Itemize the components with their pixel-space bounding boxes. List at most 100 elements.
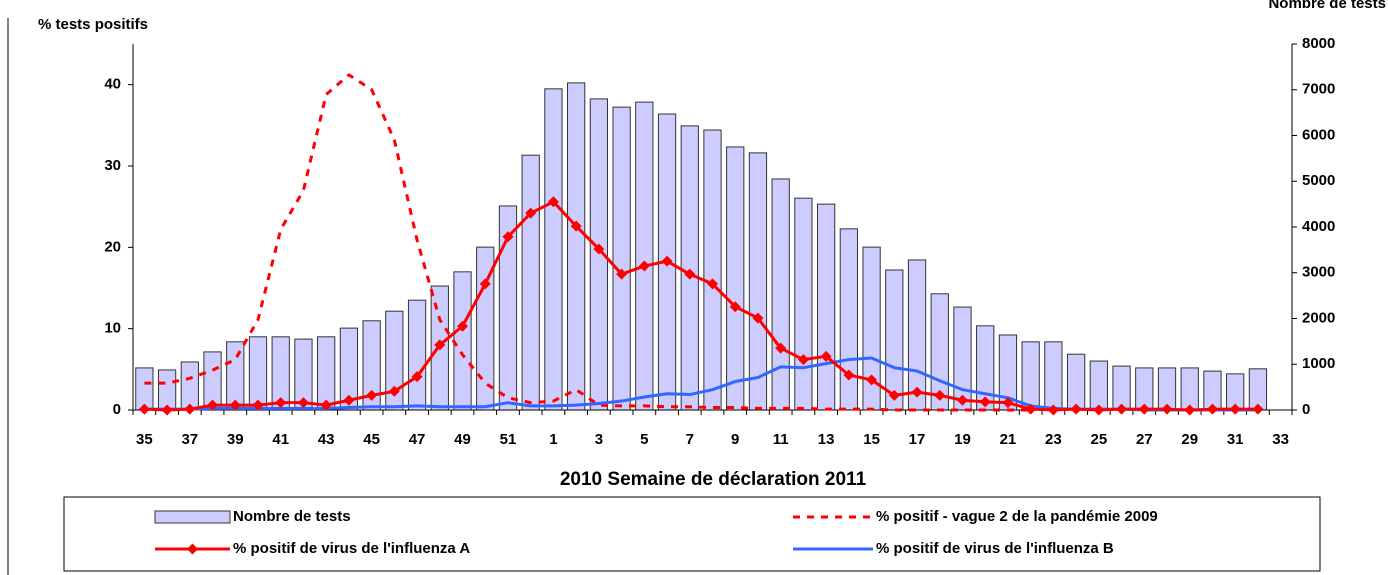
bar <box>816 203 836 411</box>
point <box>457 320 469 332</box>
x-tick-label: 49 <box>454 431 471 448</box>
bar <box>157 369 177 411</box>
point <box>1116 403 1128 415</box>
x-tick-label: 15 <box>863 431 880 448</box>
x-axis-label: 2010 Semaine de déclaration 2011 <box>560 469 867 490</box>
x-tick-label: 35 <box>136 431 153 448</box>
x-tick-label: 7 <box>686 431 694 448</box>
point <box>547 196 559 208</box>
point <box>707 278 718 290</box>
point <box>1252 403 1264 415</box>
bar <box>1180 367 1199 411</box>
x-tick-label: 33 <box>1272 431 1289 448</box>
x-tick-label: 45 <box>363 431 380 448</box>
legend-label: % positif de virus de l'influenza A <box>233 540 470 557</box>
point <box>729 301 741 313</box>
point <box>1070 403 1082 415</box>
legend-box <box>63 496 1321 572</box>
bar <box>544 88 563 411</box>
point <box>843 369 855 381</box>
point <box>797 354 809 366</box>
point <box>525 207 537 219</box>
x-tick-label: 25 <box>1090 431 1107 448</box>
y-tick-label: 10 <box>104 320 121 337</box>
line <box>144 73 1031 412</box>
x-tick-label: 39 <box>227 431 244 448</box>
point <box>956 394 968 406</box>
point <box>411 371 423 383</box>
bar <box>726 146 745 411</box>
x-tick-label: 27 <box>1136 431 1153 448</box>
bar <box>703 129 722 411</box>
y2-tick-label: 4000 <box>1302 218 1335 235</box>
y-tick-label: 20 <box>104 238 121 255</box>
x-tick-label: 37 <box>181 431 198 448</box>
legend-label: % positif de virus de l'influenza B <box>876 540 1114 557</box>
x-tick-label: 51 <box>500 431 517 448</box>
bar <box>1021 341 1040 411</box>
bar <box>635 101 654 411</box>
point <box>911 386 923 398</box>
point <box>775 342 787 354</box>
bar <box>521 154 540 411</box>
bar <box>1112 365 1131 411</box>
point <box>320 399 332 411</box>
point <box>1229 403 1241 415</box>
point <box>570 220 582 232</box>
point <box>616 268 628 280</box>
point <box>388 385 400 397</box>
point <box>479 278 491 290</box>
x-tick-label: 19 <box>954 431 971 448</box>
point <box>366 389 378 401</box>
x-tick-label: 17 <box>909 431 926 448</box>
legend-label: % positif - vague 2 de la pandémie 2009 <box>876 508 1158 525</box>
legend-swatch <box>154 510 231 524</box>
x-tick-label: 43 <box>318 431 335 448</box>
x-tick-label: 3 <box>595 431 603 448</box>
bar <box>248 336 268 411</box>
x-tick-label: 47 <box>409 431 426 448</box>
point <box>1184 404 1196 416</box>
y2-tick-label: 1000 <box>1302 355 1335 372</box>
x-tick-label: 1 <box>549 431 557 448</box>
x-tick-label: 9 <box>731 431 739 448</box>
point <box>979 396 991 408</box>
point <box>1138 403 1150 415</box>
x-tick-label: 13 <box>818 431 835 448</box>
bar <box>1044 341 1063 411</box>
bar <box>885 269 904 411</box>
y-tick-label: 30 <box>104 157 121 174</box>
x-tick-label: 21 <box>1000 431 1017 448</box>
y2-tick-label: 8000 <box>1302 35 1335 52</box>
point <box>297 397 309 409</box>
y2-axis-label: Nombre de tests <box>1268 0 1386 12</box>
point <box>229 399 241 411</box>
point <box>138 403 150 415</box>
point <box>1025 403 1037 415</box>
point <box>275 397 287 409</box>
legend-marker <box>187 543 198 555</box>
point <box>661 255 673 267</box>
x-tick-label: 29 <box>1181 431 1198 448</box>
x-tick-label: 23 <box>1045 431 1062 448</box>
bar <box>953 306 972 411</box>
bar <box>612 106 631 411</box>
bar <box>407 299 427 411</box>
point <box>638 260 650 272</box>
y-tick-label: 40 <box>104 76 121 93</box>
point <box>161 404 173 416</box>
point <box>1161 403 1173 415</box>
bar <box>180 361 199 411</box>
point <box>1047 404 1059 416</box>
y2-tick-label: 2000 <box>1302 309 1335 326</box>
bar <box>1157 367 1177 411</box>
bar <box>135 367 154 411</box>
point <box>1206 403 1218 415</box>
x-tick-label: 41 <box>272 431 289 448</box>
point <box>343 394 355 406</box>
bar <box>839 228 858 411</box>
point <box>207 399 219 411</box>
point <box>1093 404 1105 416</box>
point <box>934 389 946 401</box>
